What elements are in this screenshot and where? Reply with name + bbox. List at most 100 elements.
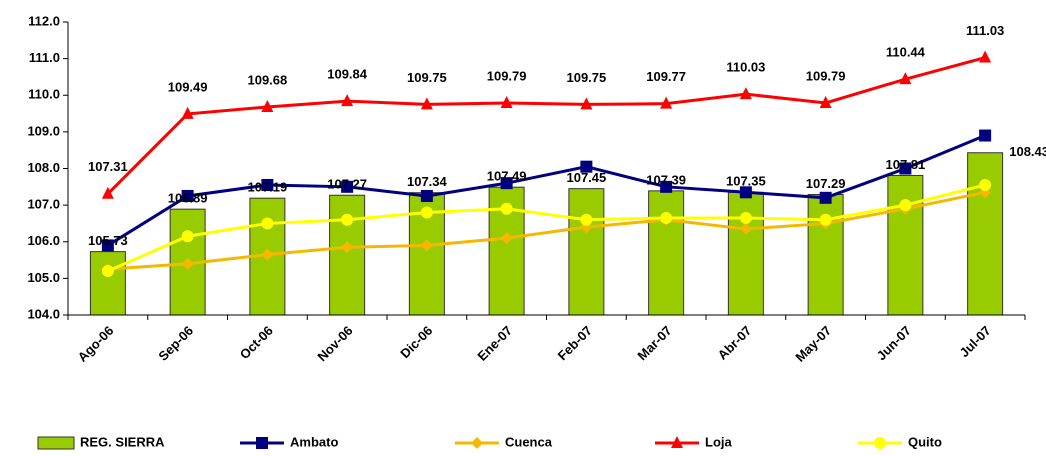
data-label: 110.03 bbox=[726, 60, 765, 75]
data-label: 107.34 bbox=[407, 174, 448, 189]
bar bbox=[568, 188, 605, 316]
data-label: 109.68 bbox=[247, 72, 287, 87]
marker bbox=[500, 95, 513, 108]
y-tick-label: 111.0 bbox=[29, 50, 60, 65]
x-tick-label: Jun-07 bbox=[874, 323, 914, 363]
legend-swatch bbox=[37, 436, 75, 450]
data-label: 107.19 bbox=[247, 180, 287, 195]
marker bbox=[420, 189, 433, 202]
y-tick-label: 106.0 bbox=[27, 233, 60, 248]
legend-label: Quito bbox=[908, 434, 942, 449]
x-tick-label: Mar-07 bbox=[634, 323, 674, 363]
marker bbox=[979, 50, 992, 63]
marker bbox=[181, 106, 194, 119]
marker bbox=[181, 257, 194, 270]
marker bbox=[580, 213, 593, 226]
line bbox=[107, 134, 986, 247]
marker bbox=[420, 239, 433, 252]
marker bbox=[471, 437, 483, 449]
x-tick-label: Nov-06 bbox=[314, 323, 355, 364]
legend-label: Ambato bbox=[290, 434, 338, 449]
line-series bbox=[101, 178, 992, 278]
data-label: 107.31 bbox=[88, 159, 128, 174]
marker bbox=[899, 199, 912, 212]
x-tick-label: May-07 bbox=[792, 323, 834, 365]
marker bbox=[341, 241, 354, 254]
marker bbox=[101, 265, 114, 278]
bar bbox=[727, 191, 764, 316]
x-tick-label: Sep-06 bbox=[155, 323, 196, 364]
marker bbox=[261, 248, 274, 261]
x-tick-label: Abr-07 bbox=[715, 323, 755, 363]
data-label: 110.44 bbox=[886, 45, 926, 60]
data-label: 107.81 bbox=[885, 157, 925, 172]
data-label: 109.79 bbox=[487, 68, 527, 83]
marker bbox=[341, 213, 354, 226]
marker bbox=[660, 180, 673, 193]
legend-label: REG. SIERRA bbox=[80, 434, 165, 449]
marker bbox=[420, 206, 433, 219]
data-label: 107.27 bbox=[327, 177, 367, 192]
marker bbox=[819, 95, 832, 108]
marker bbox=[580, 160, 593, 173]
line-series bbox=[101, 50, 992, 199]
marker bbox=[819, 213, 832, 226]
line bbox=[106, 56, 986, 195]
marker bbox=[261, 178, 274, 191]
data-label: 106.89 bbox=[168, 191, 208, 206]
data-label: 107.39 bbox=[646, 172, 686, 187]
marker bbox=[979, 129, 992, 142]
legend-label: Loja bbox=[705, 434, 732, 449]
marker bbox=[739, 87, 752, 100]
marker bbox=[979, 178, 992, 191]
line-series bbox=[101, 129, 992, 252]
data-label: 107.35 bbox=[726, 174, 766, 189]
bar bbox=[89, 251, 126, 316]
bar bbox=[329, 194, 366, 316]
marker bbox=[420, 97, 433, 110]
data-label: 107.29 bbox=[806, 176, 846, 191]
x-tick-label: Jul-07 bbox=[956, 323, 993, 360]
x-tick-label: Dic-06 bbox=[397, 323, 435, 361]
marker bbox=[181, 189, 194, 202]
x-tick-label: Ene-07 bbox=[474, 323, 515, 364]
marker bbox=[256, 437, 268, 449]
marker bbox=[261, 99, 274, 112]
marker bbox=[500, 232, 513, 245]
data-label: 109.75 bbox=[566, 70, 606, 85]
y-tick-label: 108.0 bbox=[27, 160, 60, 175]
marker bbox=[660, 96, 673, 109]
legend-label: Cuenca bbox=[505, 434, 553, 449]
y-tick-label: 107.0 bbox=[27, 197, 60, 212]
marker bbox=[739, 186, 752, 199]
bar bbox=[807, 194, 844, 316]
y-tick-label: 110.0 bbox=[28, 87, 60, 102]
marker bbox=[101, 186, 114, 199]
bar bbox=[648, 190, 685, 316]
data-label: 109.75 bbox=[407, 70, 447, 85]
marker bbox=[101, 239, 114, 252]
line bbox=[107, 190, 986, 271]
y-tick-label: 112.0 bbox=[28, 13, 60, 28]
marker bbox=[181, 230, 194, 243]
data-label: 107.49 bbox=[487, 169, 527, 184]
marker bbox=[739, 211, 752, 224]
y-tick-label: 109.0 bbox=[27, 123, 60, 138]
marker bbox=[660, 211, 673, 224]
x-tick-label: Oct-06 bbox=[237, 323, 276, 362]
marker bbox=[500, 177, 513, 190]
marker bbox=[899, 72, 912, 85]
marker bbox=[580, 97, 593, 110]
data-label: 109.84 bbox=[327, 67, 368, 82]
marker bbox=[739, 222, 752, 235]
data-label: 109.79 bbox=[806, 68, 846, 83]
line bbox=[107, 183, 986, 273]
data-label: 109.77 bbox=[646, 69, 686, 84]
y-tick-label: 105.0 bbox=[27, 270, 60, 285]
data-label: 109.49 bbox=[168, 79, 208, 94]
data-label: 111.03 bbox=[966, 23, 1004, 38]
line-series bbox=[101, 186, 992, 276]
marker bbox=[671, 436, 683, 448]
marker bbox=[500, 202, 513, 215]
